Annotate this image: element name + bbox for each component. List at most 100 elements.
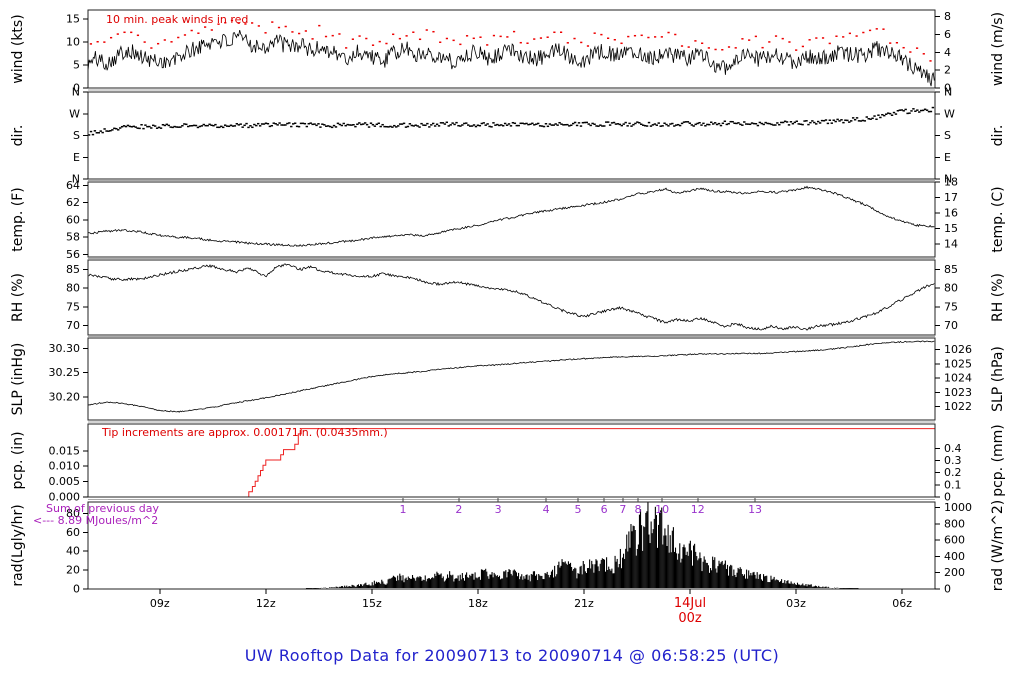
precip-accum-in bbox=[88, 428, 935, 498]
pcp-right-tick-label: 0.2 bbox=[944, 466, 962, 479]
rad-left-tick-label: 40 bbox=[66, 545, 80, 558]
panel-pcp: 0.000 0.005 0.010 0.015 00.10.20.30.4 pcp. (i… bbox=[10, 421, 1006, 504]
slp-right-tick-label: 1025 bbox=[944, 357, 972, 370]
rad-sum-label: 2 bbox=[455, 503, 462, 516]
rad-left-axis-label: rad(Lgly/hr) bbox=[10, 504, 26, 586]
panel-border-rh bbox=[87, 259, 936, 336]
temp-left-tick-label: 64 bbox=[66, 179, 80, 192]
temp-right-tick-label: 16 bbox=[944, 207, 958, 220]
wind-right-tick-label: 2 bbox=[944, 64, 951, 77]
rad-right-tick-label: 400 bbox=[944, 550, 965, 563]
pcp-left-tick-label: 0.010 bbox=[49, 460, 81, 473]
temp-right-tick-label: 14 bbox=[944, 238, 958, 251]
dir-right-tick-label: N bbox=[944, 173, 952, 186]
wind-left-tick-label: 5 bbox=[73, 59, 80, 72]
wind-left-tick-label: 15 bbox=[66, 13, 80, 26]
dir-right-tick-label: W bbox=[944, 107, 955, 120]
panel-temp: 56 58 60 62 64 14 15 16 17 18 temp. (F) temp. (C) bbox=[10, 176, 1006, 261]
dir-left-tick-label: E bbox=[73, 151, 80, 164]
slp-right-axis-label: SLP (hPa) bbox=[990, 346, 1006, 412]
temp-left-axis-label: temp. (F) bbox=[10, 187, 26, 252]
wind-left-tick-label: 0 bbox=[73, 82, 80, 95]
temp-right-axis-label: temp. (C) bbox=[990, 186, 1006, 252]
temp-right-tick-label: 17 bbox=[944, 191, 958, 204]
temp-right-tick-label: 18 bbox=[944, 176, 958, 189]
rad-sum-label: 7 bbox=[619, 503, 626, 516]
rh-right-axis-label: RH (%) bbox=[990, 273, 1006, 322]
rad-right-tick-label: 600 bbox=[944, 534, 965, 547]
slp-left-axis-label: SLP (inHg) bbox=[10, 343, 26, 416]
panel-border-slp bbox=[87, 337, 936, 421]
solar-radiation-lyhr bbox=[305, 502, 859, 589]
rad-right-tick-label: 1000 bbox=[944, 501, 972, 514]
rad-sum-label: 6 bbox=[601, 503, 608, 516]
panel-border-rad bbox=[87, 501, 936, 590]
pcp-left-tick-label: 0.005 bbox=[49, 475, 81, 488]
dir-left-tick-label: N bbox=[72, 173, 80, 186]
x-tick-label: 12z bbox=[256, 597, 276, 610]
dir-left-axis-label: dir. bbox=[10, 125, 26, 147]
temp-left-tick-label: 60 bbox=[66, 213, 80, 226]
rh-right-tick-label: 70 bbox=[944, 319, 958, 332]
rad-sum-label: 4 bbox=[543, 503, 550, 516]
wind-annotation: 10 min. peak winds in red bbox=[106, 13, 248, 26]
rad-sum-label: 12 bbox=[691, 503, 705, 516]
panel-border-wind bbox=[87, 9, 936, 89]
dir-right-tick-label: E bbox=[944, 151, 951, 164]
rad-right-tick-label: 0 bbox=[944, 583, 951, 596]
pcp-left-tick-label: 0.015 bbox=[49, 444, 81, 457]
wind-right-tick-label: 0 bbox=[944, 82, 951, 95]
sea-level-pressure-inhg bbox=[87, 340, 935, 413]
rh-right-tick-label: 85 bbox=[944, 263, 958, 276]
rad-sum-label: 13 bbox=[748, 503, 762, 516]
slp-right-tick-label: 1023 bbox=[944, 386, 972, 399]
x-tick-label: 21z bbox=[574, 597, 594, 610]
temp-right-tick-label: 15 bbox=[944, 222, 958, 235]
temp-left-tick-label: 56 bbox=[66, 248, 80, 261]
x-tick-label: 06z bbox=[892, 597, 912, 610]
wind-right-tick-label: 4 bbox=[944, 46, 951, 59]
dir-left-tick-label: S bbox=[73, 129, 80, 142]
slp-right-tick-label: 1022 bbox=[944, 400, 972, 413]
slp-right-tick-label: 1024 bbox=[944, 372, 972, 385]
rad-sum-label: 10 bbox=[655, 503, 669, 516]
figure-title: UW Rooftop Data for 20090713 to 20090714… bbox=[244, 646, 780, 665]
x-tick-label: 18z bbox=[468, 597, 488, 610]
wind-left-tick-label: 10 bbox=[66, 36, 80, 49]
rad-right-tick-label: 800 bbox=[944, 517, 965, 530]
panel-rh: 70 75 80 85 70 75 80 85 RH (%) RH (%) bbox=[10, 258, 1006, 336]
temperature-f bbox=[87, 185, 935, 247]
slp-left-tick-label: 30.20 bbox=[49, 390, 81, 403]
panel-wind: 0 5 10 15 0 2 4 6 8 wind (kts) wind (m/s) 10 min. p… bbox=[10, 9, 1006, 95]
x-tick-label: 03z bbox=[786, 597, 806, 610]
rh-right-tick-label: 75 bbox=[944, 300, 958, 313]
dir-left-tick-label: W bbox=[69, 107, 80, 120]
wind-peak-kts bbox=[89, 19, 932, 62]
x-tick-label-line2: 00z bbox=[678, 611, 702, 626]
wind-right-axis-label: wind (m/s) bbox=[990, 12, 1006, 86]
panel-border-temp bbox=[87, 181, 936, 258]
rh-left-tick-label: 80 bbox=[66, 282, 80, 295]
pcp-right-tick-label: 0.4 bbox=[944, 442, 962, 455]
pcp-right-axis-label: pcp. (mm) bbox=[990, 424, 1006, 497]
pcp-right-tick-label: 0 bbox=[944, 491, 951, 504]
pcp-annotation: Tip increments are approx. 0.00171in. (0… bbox=[101, 426, 388, 439]
wind-right-tick-label: 8 bbox=[944, 10, 951, 23]
pcp-right-tick-label: 0.3 bbox=[944, 454, 962, 467]
wind-direction-deg bbox=[87, 106, 935, 136]
temp-left-tick-label: 58 bbox=[66, 231, 80, 244]
temp-left-tick-label: 62 bbox=[66, 196, 80, 209]
rad-right-tick-label: 200 bbox=[944, 566, 965, 579]
dir-right-tick-label: N bbox=[944, 86, 952, 99]
rad-sum-label: 8 bbox=[635, 503, 642, 516]
rad-left-tick-label: 0 bbox=[73, 583, 80, 596]
x-tick-label: 09z bbox=[150, 597, 170, 610]
rh-right-tick-label: 80 bbox=[944, 282, 958, 295]
rad-annotation: Sum of previous day bbox=[46, 502, 160, 515]
x-tick-label: 14Jul bbox=[674, 596, 706, 611]
